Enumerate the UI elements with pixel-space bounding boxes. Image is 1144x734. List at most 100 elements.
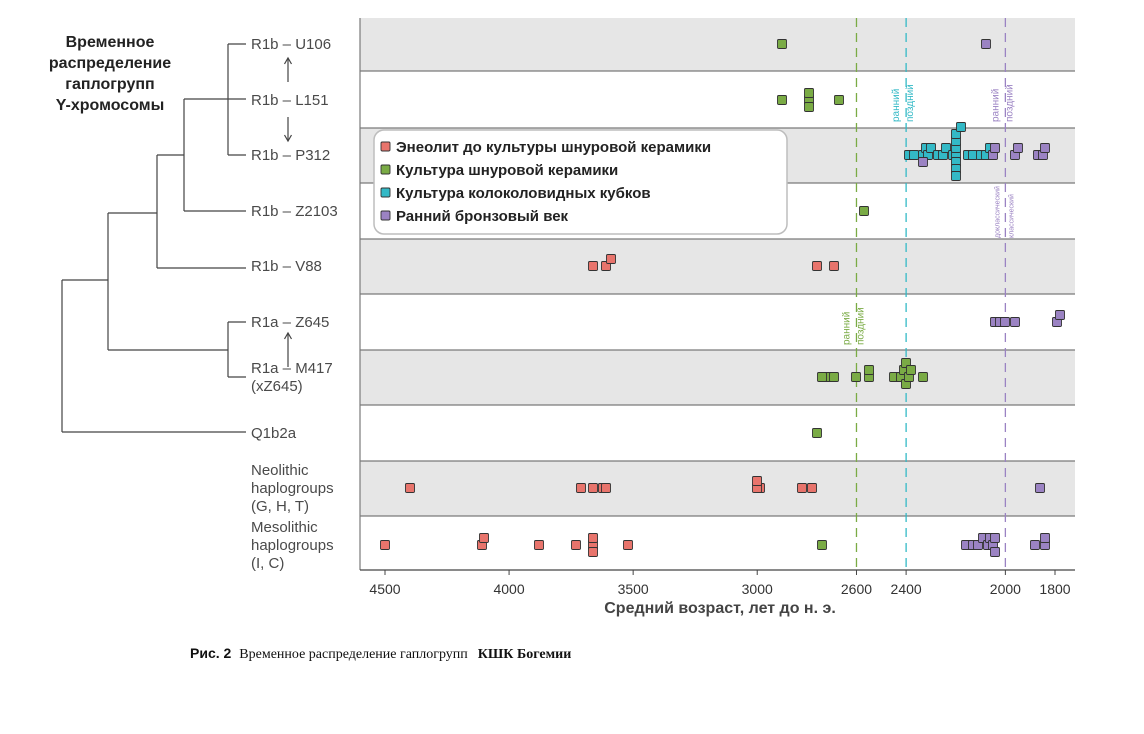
title-line: Временное [66,34,155,51]
data-point [1030,540,1040,550]
data-point [1055,310,1065,320]
row-label-line: Q1b2a [251,425,297,442]
row-label-line: R1b – L151 [251,92,329,109]
data-point [1013,143,1023,153]
chart-title: Временное распределение гаплогрупп Y-хромос… [49,34,171,114]
data-point [812,428,822,438]
data-point [956,122,966,132]
reference-label-early: ранний [990,89,1001,122]
row-label: Q1b2a [251,425,297,442]
reference-label-early: ранний [841,312,852,345]
title-line: Y-хромосомы [56,97,165,114]
data-point [906,365,916,375]
row-label-line: (xZ645) [251,378,303,395]
data-point [864,365,874,375]
row-label-line: R1b – Z2103 [251,203,338,220]
legend-entry: Энеолит до культуры шнуровой керамики [396,139,711,156]
data-point [1010,317,1020,327]
data-point [1040,533,1050,543]
x-tick-label: 4500 [369,581,400,597]
x-axis-label: Средний возраст, лет до н. э. [604,600,836,617]
data-point [588,261,598,271]
title-text: Временное распределение гаплогрупп Y-хромос… [49,34,171,114]
row-label: Neolithic haplogroups (G, H, T) [251,462,334,515]
data-point [859,206,869,216]
data-point [807,483,817,493]
x-tick-label: 3000 [742,581,773,597]
row-label: R1b – U106 [251,36,331,53]
data-point [817,540,827,550]
row-label: R1b – P312 [251,147,330,164]
reference-line-labels: ранний поздний доклассический классический [990,84,1015,238]
data-point [752,476,762,486]
row-label-line: R1b – V88 [251,258,322,275]
row-band [360,239,1075,294]
data-point [829,372,839,382]
data-point [777,95,787,105]
data-point [380,540,390,550]
x-axis: 4500 4000 3500 3000 2600 2400 2000 1800 Средний … [369,570,1071,617]
phylogenetic-tree [61,43,293,433]
reference-line-labels: ранний поздний [891,84,916,122]
data-point [1035,483,1045,493]
data-point [990,547,1000,557]
legend-box [373,129,788,235]
data-point [588,533,598,543]
legend-swatch [380,210,391,221]
title-line: гаплогрупп [65,76,154,93]
data-point [571,540,581,550]
reference-sublabel-preclassic: доклассический [993,186,1001,238]
row-label: R1b – Z2103 [251,203,338,220]
data-point [606,254,616,264]
x-tick-label: 1800 [1039,581,1070,597]
legend-swatch [380,164,391,175]
row-label-line: R1a – M417 [251,360,333,377]
data-point [981,39,991,49]
row-label: R1a – M417 (xZ645) [251,360,333,395]
reference-line-labels: ранний поздний [841,307,866,345]
reference-label-late: поздний [905,84,916,122]
tree-arrow-up-head [283,56,293,65]
data-point [909,150,919,160]
legend-swatch [380,187,391,198]
data-point [601,483,611,493]
row-label-line: R1b – U106 [251,36,331,53]
data-markers [380,39,1065,557]
row-label-line: Mesolithic [251,519,318,536]
row-label: R1b – V88 [251,258,322,275]
row-bands [359,18,1075,571]
row-band [360,18,1075,71]
reference-label-late: поздний [855,307,866,345]
data-point [1000,317,1010,327]
tree-arrow-z645-head [283,331,293,340]
row-labels: R1b – U106 R1b – L151 R1b – P312 R1b – Z210… [251,36,338,572]
data-point [576,483,586,493]
legend-entry: Культура колоколовидных кубков [396,185,651,202]
data-point [777,39,787,49]
data-point [623,540,633,550]
row-band [360,350,1075,405]
reference-label-late: поздний [1004,84,1015,122]
x-tick-label: 2600 [841,581,872,597]
data-point [990,143,1000,153]
data-point [812,261,822,271]
data-point [918,372,928,382]
caption-tail: КШК Богемии [477,647,572,662]
figure-caption: Рис. 2 Временное распределение гаплогрупп… [190,645,571,663]
data-point [829,261,839,271]
reference-label-early: ранний [891,89,902,122]
data-point [851,372,861,382]
x-tick-label: 2400 [891,581,922,597]
data-point [951,171,961,181]
legend-entry: Культура шнуровой керамики [396,162,618,179]
row-label-line: R1a – Z645 [251,314,329,331]
row-label-line: Neolithic [251,462,309,479]
data-point [797,483,807,493]
row-label-line: haplogroups [251,537,334,554]
data-point [817,372,827,382]
data-point [918,157,928,167]
data-point [588,483,598,493]
row-label-line: R1b – P312 [251,147,330,164]
data-point [405,483,415,493]
